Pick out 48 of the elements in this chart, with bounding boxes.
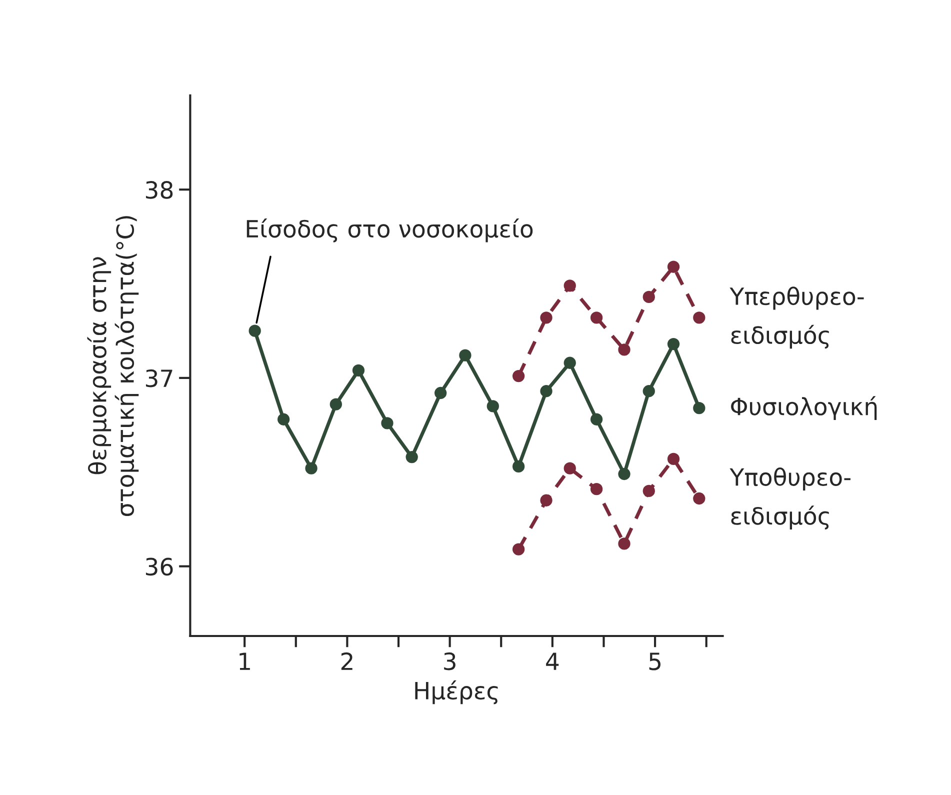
point	[512, 460, 525, 473]
point	[590, 483, 603, 496]
x-tick-label: 3	[444, 652, 456, 670]
point	[352, 364, 365, 376]
annotation: Είσοδος στο νοσοκομείο	[246, 218, 533, 242]
point	[406, 450, 418, 464]
y-axis-title: θερμοκρασία στην στοματική κοιλότητα(°C)	[87, 216, 139, 516]
point	[618, 538, 630, 550]
point	[305, 462, 318, 474]
point	[564, 462, 576, 474]
point	[540, 385, 552, 398]
x-tick-label: 5	[649, 652, 660, 670]
point	[540, 494, 552, 506]
point	[667, 338, 680, 350]
point	[540, 312, 552, 324]
point	[512, 370, 525, 382]
series-label: Φυσιολογική	[731, 396, 877, 420]
point	[590, 413, 603, 426]
y-tick-label: 37	[146, 369, 172, 388]
point	[486, 400, 499, 412]
x-tick-label: 4	[546, 652, 559, 670]
point	[564, 356, 576, 369]
point	[642, 290, 655, 304]
point	[512, 543, 525, 556]
point	[330, 398, 342, 410]
point	[278, 413, 290, 426]
point	[618, 468, 630, 480]
point	[693, 402, 706, 414]
series-label: Υποθυρεο- ειδισμός	[730, 468, 850, 530]
point	[642, 385, 655, 398]
point	[434, 386, 447, 400]
point	[459, 349, 472, 362]
point	[693, 312, 706, 324]
point	[248, 324, 261, 337]
point	[381, 417, 394, 430]
point	[693, 492, 706, 505]
x-tick-label: 2	[341, 652, 352, 670]
y-tick-label: 38	[146, 181, 173, 199]
x-axis-title: Ημέρες	[415, 680, 498, 704]
point	[642, 484, 655, 498]
point	[667, 452, 680, 466]
point	[618, 344, 630, 356]
y-tick-label: 36	[146, 558, 173, 576]
point	[590, 312, 603, 324]
series-label: Υπερθυρεο- ειδισμός	[730, 286, 864, 349]
x-tick-label: 1	[240, 652, 250, 670]
point	[564, 280, 576, 292]
point	[667, 260, 680, 273]
